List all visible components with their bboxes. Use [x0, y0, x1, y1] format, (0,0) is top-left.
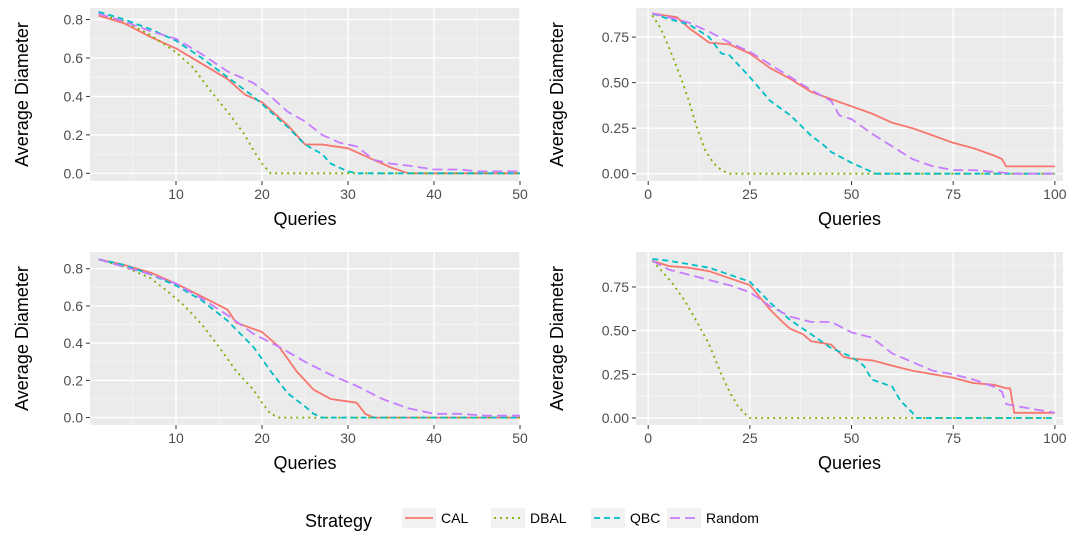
x-tick-label: 20: [254, 430, 270, 446]
series-line-qbc: [652, 258, 1055, 419]
x-tick-label: 50: [844, 186, 860, 202]
y-tick-label: 0.4: [64, 335, 84, 351]
series-line-cal: [652, 259, 1055, 414]
legend: Strategy CAL DBAL QBC Random: [305, 508, 759, 531]
series-line-random: [98, 12, 520, 173]
legend-label: DBAL: [530, 510, 567, 526]
y-tick-label: 0.2: [64, 372, 84, 388]
chart-panel-1: 10 20 30 40 50 0.0 0.2 0.4 0.6 0.8 Queries Average …: [12, 8, 528, 229]
y-axis-title: Average Diameter: [12, 22, 32, 167]
x-tick-label: 10: [168, 186, 184, 202]
y-tick-label: 0.00: [602, 410, 629, 426]
x-tick-label: 50: [844, 430, 860, 446]
x-axis-title: Queries: [273, 453, 336, 473]
series-line-cal: [98, 14, 520, 175]
series-line-cal: [652, 12, 1055, 168]
x-axis-title: Queries: [818, 209, 881, 229]
series-line-qbc: [652, 12, 1055, 175]
chart-panel-2: 0 25 50 75 100 0.00 0.25 0.50 0.75 Queries Average…: [547, 8, 1067, 229]
x-tick-label: 10: [168, 430, 184, 446]
y-axis-title: Average Diameter: [547, 22, 567, 167]
legend-items: CAL DBAL QBC Random: [402, 508, 759, 528]
legend-item-dbal: DBAL: [491, 508, 567, 528]
y-tick-label: 0.0: [64, 410, 84, 426]
x-tick-label: 100: [1043, 430, 1067, 446]
y-axis-title: Average Diameter: [12, 266, 32, 411]
chart-panel-4: 0 25 50 75 100 0.00 0.25 0.50 0.75 Queries Average…: [547, 252, 1067, 473]
plot-background: [636, 8, 1063, 181]
y-tick-label: 0.6: [64, 50, 84, 66]
y-tick-label: 0.75: [602, 279, 629, 295]
series-line-random: [651, 259, 1056, 414]
series-line-random: [98, 258, 520, 417]
x-tick-label: 0: [644, 186, 652, 202]
x-tick-label: 75: [945, 430, 961, 446]
legend-label: Random: [706, 510, 759, 526]
x-tick-label: 75: [945, 186, 961, 202]
x-axis-title: Queries: [818, 453, 881, 473]
x-tick-label: 25: [742, 186, 758, 202]
y-tick-label: 0.50: [602, 323, 629, 339]
y-tick-label: 0.4: [64, 88, 84, 104]
legend-label: QBC: [630, 510, 660, 526]
y-tick-label: 0.6: [64, 298, 84, 314]
y-tick-label: 0.00: [602, 166, 629, 182]
y-tick-label: 0.50: [602, 75, 629, 91]
x-tick-label: 40: [426, 430, 442, 446]
panels: 10 20 30 40 50 0.0 0.2 0.4 0.6 0.8 Queries Average …: [12, 8, 1067, 473]
legend-key-background: [667, 508, 701, 528]
y-tick-label: 0.2: [64, 127, 84, 143]
series-line-random: [652, 12, 1055, 175]
y-axis-title: Average Diameter: [547, 266, 567, 411]
x-axis-title: Queries: [273, 209, 336, 229]
legend-item-qbc: QBC: [591, 508, 660, 528]
y-tick-label: 0.25: [602, 366, 629, 382]
legend-title: Strategy: [305, 511, 372, 531]
legend-item-cal: CAL: [402, 508, 468, 528]
y-tick-label: 0.8: [64, 12, 84, 28]
legend-label: CAL: [441, 510, 468, 526]
y-tick-label: 0.25: [602, 120, 629, 136]
y-tick-label: 0.0: [64, 165, 84, 181]
chart-panel-3: 10 20 30 40 50 0.0 0.2 0.4 0.6 0.8 Queries Average …: [12, 252, 528, 473]
x-tick-label: 25: [742, 430, 758, 446]
x-tick-label: 0: [644, 430, 652, 446]
x-tick-label: 50: [512, 186, 528, 202]
x-tick-label: 50: [512, 430, 528, 446]
y-tick-label: 0.75: [602, 29, 629, 45]
x-tick-label: 30: [340, 186, 356, 202]
legend-item-random: Random: [667, 508, 759, 528]
y-tick-label: 0.8: [64, 261, 84, 277]
series-line-dbal: [98, 258, 520, 419]
x-tick-label: 40: [426, 186, 442, 202]
x-tick-label: 100: [1043, 186, 1067, 202]
x-tick-label: 20: [254, 186, 270, 202]
series-line-dbal: [651, 14, 1055, 175]
x-tick-label: 30: [340, 430, 356, 446]
series-line-dbal: [98, 12, 520, 175]
